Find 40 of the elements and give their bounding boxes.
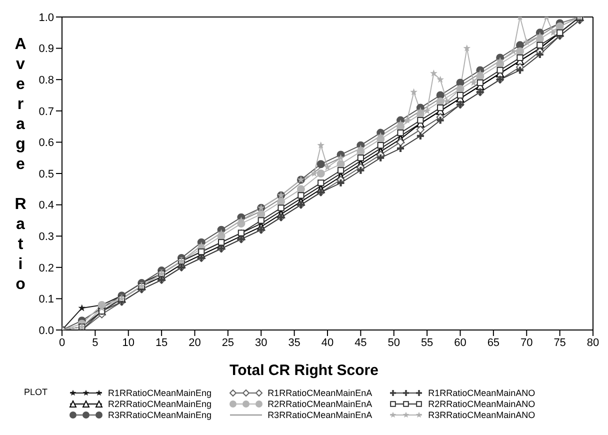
y-tick-label: 0.8 [38, 74, 54, 87]
x-tick-label: 60 [454, 336, 466, 349]
x-axis-title: Total CR Right Score [228, 362, 380, 379]
x-tick-label: 35 [288, 336, 300, 349]
x-tick-label: 15 [155, 336, 168, 349]
x-tick-label: 40 [321, 336, 334, 349]
x-tick-label: 80 [586, 336, 600, 349]
y-tick-label: 0.3 [38, 231, 54, 244]
legend-label: R3RRatioCMeanMainEnA [268, 410, 372, 420]
legend-label: R2RRatioCMeanMainEnA [268, 398, 372, 408]
x-tick-label: 65 [487, 336, 500, 349]
x-tick-label: 5 [92, 336, 98, 349]
y-tick-label: 1.0 [38, 12, 54, 24]
x-tick-label: 20 [188, 336, 201, 349]
legend-label: R1RRatioCMeanMainEnA [268, 388, 372, 398]
x-tick-label: 30 [255, 336, 268, 349]
legend-title: PLOT [24, 387, 49, 399]
x-tick-label: 50 [388, 336, 400, 349]
y-tick-label: 0.1 [38, 294, 54, 306]
y-tick-label: 0.6 [38, 137, 54, 150]
y-axis-title: Average Ratio [12, 36, 29, 296]
y-tick-label: 0.7 [38, 106, 54, 118]
x-tick-label: 10 [122, 336, 134, 349]
x-tick-label: 55 [420, 336, 434, 349]
legend-label: R1RRatioCMeanMainANO [428, 388, 536, 398]
y-tick-label: 0.9 [38, 43, 54, 56]
legend-label: R1RRatioCMeanMainEng [108, 388, 212, 398]
x-tick-label: 75 [554, 336, 566, 349]
legend-label: R3RRatioCMeanMainEng [108, 410, 212, 420]
legend-label: R2RRatioCMeanMainANO [428, 398, 536, 408]
y-tick-label: 0.2 [38, 262, 54, 274]
x-tick-label: 70 [520, 336, 533, 349]
legend-label: R3RRatioCMeanMainANO [428, 410, 536, 420]
y-tick-label: 0.5 [38, 168, 54, 180]
x-tick-label: 25 [222, 336, 234, 349]
x-tick-label: 45 [354, 336, 367, 349]
y-tick-label: 0.0 [38, 324, 54, 337]
y-tick-label: 0.4 [38, 200, 54, 212]
legend-label: R2RRatioCMeanMainEng [108, 398, 212, 408]
x-tick-label: 0 [58, 336, 66, 349]
